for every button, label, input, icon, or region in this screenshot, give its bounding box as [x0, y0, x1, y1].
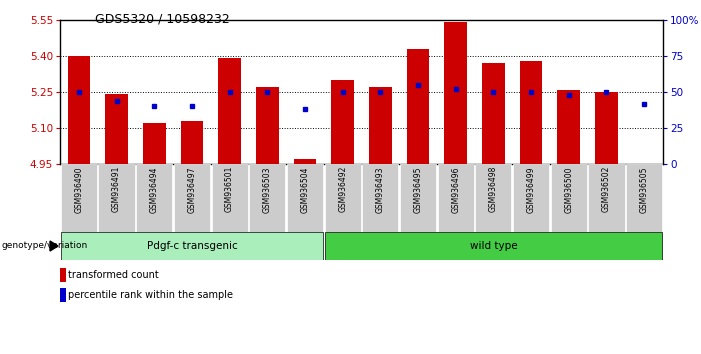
- FancyBboxPatch shape: [287, 164, 323, 232]
- Text: GSM936504: GSM936504: [301, 166, 309, 212]
- Text: GSM936492: GSM936492: [338, 166, 347, 212]
- Text: GSM936497: GSM936497: [187, 166, 196, 212]
- Text: GSM936503: GSM936503: [263, 166, 272, 212]
- Text: GSM936498: GSM936498: [489, 166, 498, 212]
- Bar: [482, 63, 505, 164]
- FancyBboxPatch shape: [174, 164, 210, 232]
- Bar: [218, 58, 241, 164]
- Bar: [407, 49, 429, 164]
- Bar: [60, 268, 66, 282]
- Text: GSM936501: GSM936501: [225, 166, 234, 212]
- FancyBboxPatch shape: [212, 164, 247, 232]
- FancyBboxPatch shape: [362, 164, 398, 232]
- Polygon shape: [50, 241, 58, 251]
- FancyBboxPatch shape: [551, 164, 587, 232]
- FancyBboxPatch shape: [513, 164, 549, 232]
- Text: GSM936491: GSM936491: [112, 166, 121, 212]
- FancyBboxPatch shape: [588, 164, 625, 232]
- Text: GSM936499: GSM936499: [526, 166, 536, 212]
- Text: GSM936505: GSM936505: [639, 166, 648, 212]
- FancyBboxPatch shape: [325, 164, 361, 232]
- Text: GSM936495: GSM936495: [414, 166, 423, 212]
- Bar: [519, 61, 543, 164]
- Bar: [143, 123, 165, 164]
- Bar: [105, 95, 128, 164]
- Text: GSM936502: GSM936502: [602, 166, 611, 212]
- FancyBboxPatch shape: [437, 164, 474, 232]
- FancyBboxPatch shape: [61, 164, 97, 232]
- Text: transformed count: transformed count: [68, 270, 158, 280]
- Bar: [60, 288, 66, 302]
- Bar: [332, 80, 354, 164]
- Text: genotype/variation: genotype/variation: [1, 241, 88, 251]
- Text: GSM936493: GSM936493: [376, 166, 385, 212]
- Text: wild type: wild type: [470, 241, 517, 251]
- Text: GDS5320 / 10598232: GDS5320 / 10598232: [95, 12, 230, 25]
- Text: percentile rank within the sample: percentile rank within the sample: [68, 290, 233, 300]
- Text: GSM936500: GSM936500: [564, 166, 573, 212]
- Bar: [256, 87, 278, 164]
- FancyBboxPatch shape: [249, 164, 285, 232]
- FancyBboxPatch shape: [400, 164, 436, 232]
- FancyBboxPatch shape: [325, 232, 662, 260]
- FancyBboxPatch shape: [626, 164, 662, 232]
- Bar: [444, 22, 467, 164]
- FancyBboxPatch shape: [61, 232, 323, 260]
- Bar: [67, 56, 90, 164]
- Bar: [595, 92, 618, 164]
- Bar: [557, 90, 580, 164]
- FancyBboxPatch shape: [136, 164, 172, 232]
- Text: Pdgf-c transgenic: Pdgf-c transgenic: [147, 241, 237, 251]
- FancyBboxPatch shape: [98, 164, 135, 232]
- Bar: [181, 121, 203, 164]
- FancyBboxPatch shape: [475, 164, 512, 232]
- Text: GSM936496: GSM936496: [451, 166, 461, 212]
- Bar: [369, 87, 392, 164]
- Text: GSM936490: GSM936490: [74, 166, 83, 212]
- Bar: [294, 159, 316, 164]
- Text: GSM936494: GSM936494: [150, 166, 158, 212]
